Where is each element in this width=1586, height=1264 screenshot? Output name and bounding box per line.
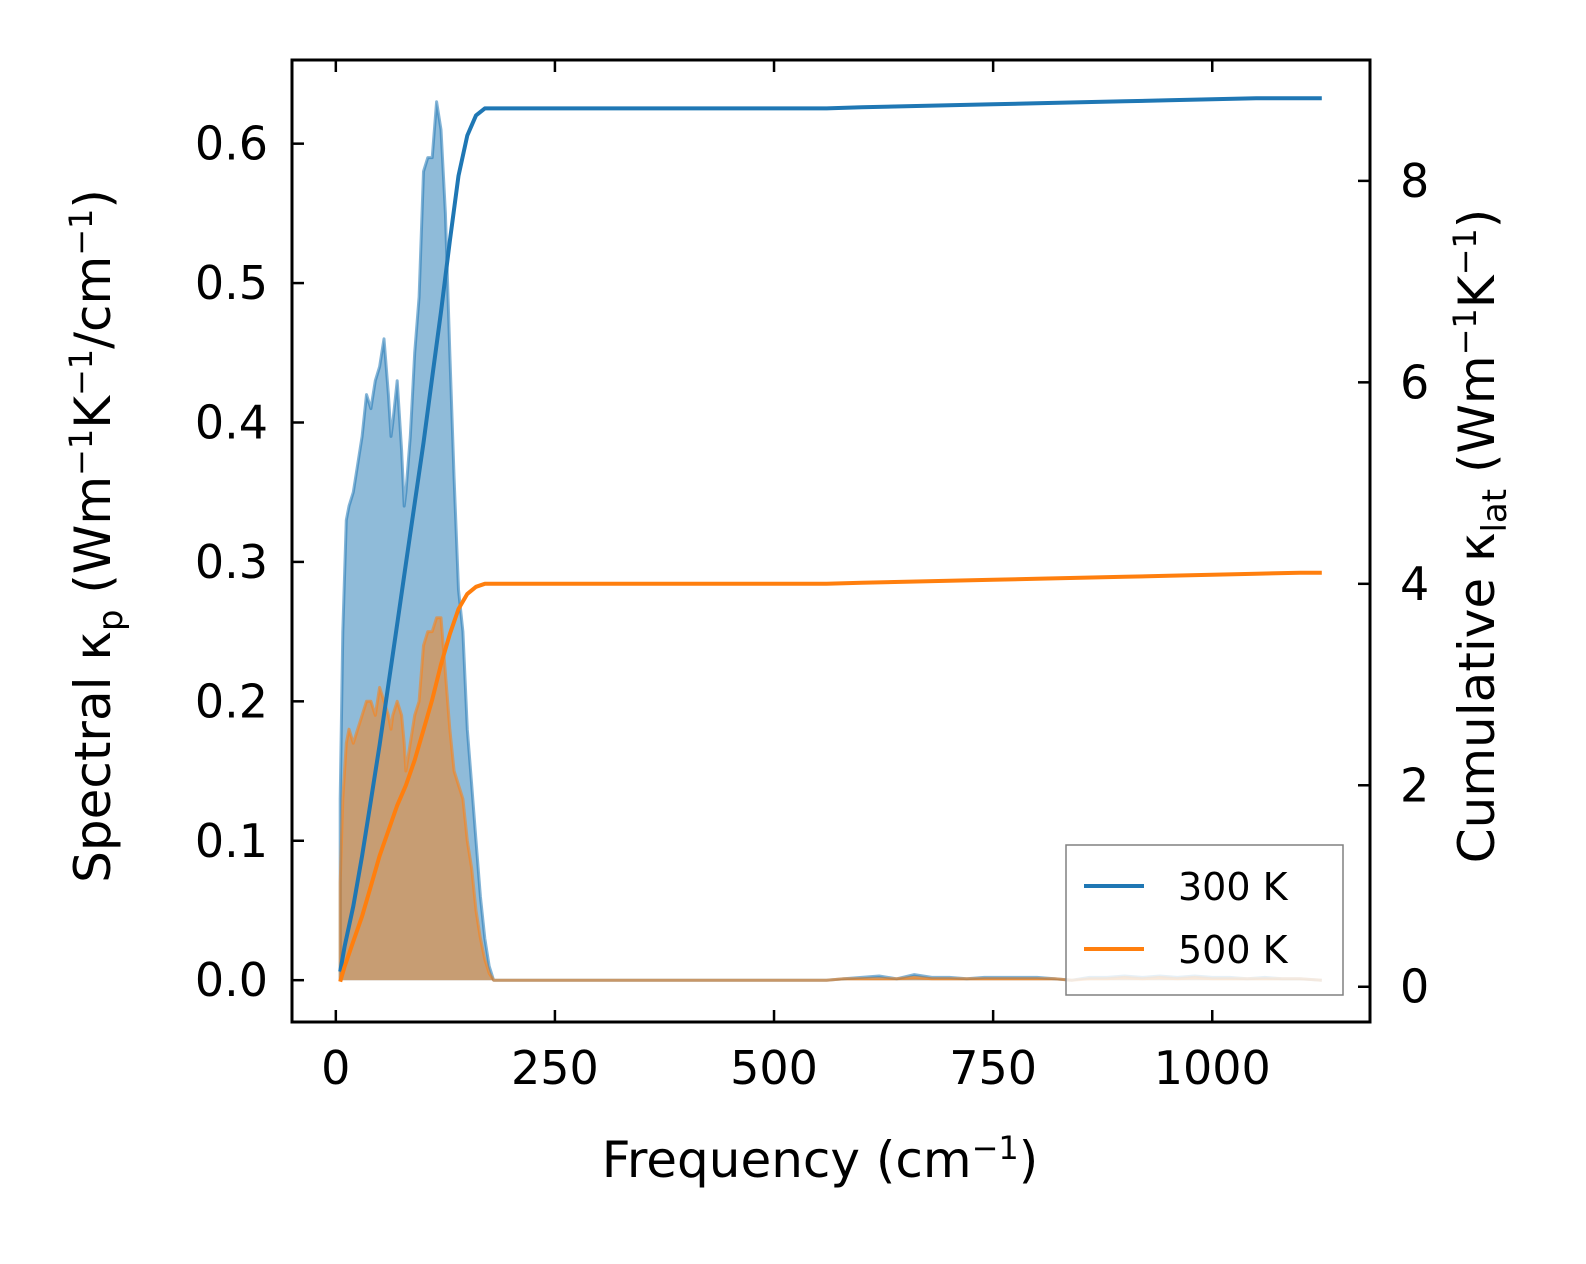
y-left-tick-label: 0.5 [195, 256, 268, 310]
legend-box [1065, 844, 1344, 996]
y-left-tick-label: 0.6 [195, 117, 268, 171]
y-right-tick-label: 4 [1400, 557, 1429, 611]
legend-label-500k: 500 K [1178, 928, 1289, 972]
y-right-axis-label: Cumulative κlat (Wm−1K−1) [1446, 209, 1515, 864]
y-left-tick-label: 0.3 [195, 535, 268, 589]
y-right-tick-label: 8 [1400, 154, 1429, 208]
x-axis-label: Frequency (cm−1) [602, 1129, 1039, 1189]
spectral-fills [340, 101, 1322, 981]
y-right-tick-label: 0 [1400, 960, 1429, 1014]
y-left-tick-label: 0.0 [195, 953, 268, 1007]
plot-frame [290, 58, 1372, 1024]
legend: 300 K 500 K [1065, 844, 1344, 996]
y-left-axis-label: Spectral κp (Wm−1K−1/cm−1) [62, 189, 131, 883]
cumulative-line-500k [338, 570, 1322, 983]
cumulative-line-300k [338, 96, 1322, 972]
x-tick-label: 500 [730, 1041, 818, 1095]
y-right-tick-label: 2 [1400, 758, 1429, 812]
y-left-axis-ticks: 0.0 0.1 0.2 0.3 0.4 0.5 0.6 [195, 117, 304, 1007]
x-tick-label: 250 [511, 1041, 599, 1095]
x-tick-label: 750 [949, 1041, 1037, 1095]
spectral-area-500k [340, 617, 1322, 981]
cumulative-lines [338, 96, 1322, 983]
y-right-tick-label: 6 [1400, 355, 1429, 409]
y-right-axis-ticks: 0 2 4 6 8 [1358, 154, 1429, 1014]
x-tick-label: 0 [321, 1041, 350, 1095]
x-tick-label: 1000 [1154, 1041, 1271, 1095]
x-axis-ticks: 0 250 500 750 1000 [321, 60, 1271, 1095]
y-left-tick-label: 0.1 [195, 814, 268, 868]
y-left-tick-label: 0.2 [195, 674, 268, 728]
y-left-tick-label: 0.4 [195, 395, 268, 449]
legend-label-300k: 300 K [1178, 865, 1289, 909]
